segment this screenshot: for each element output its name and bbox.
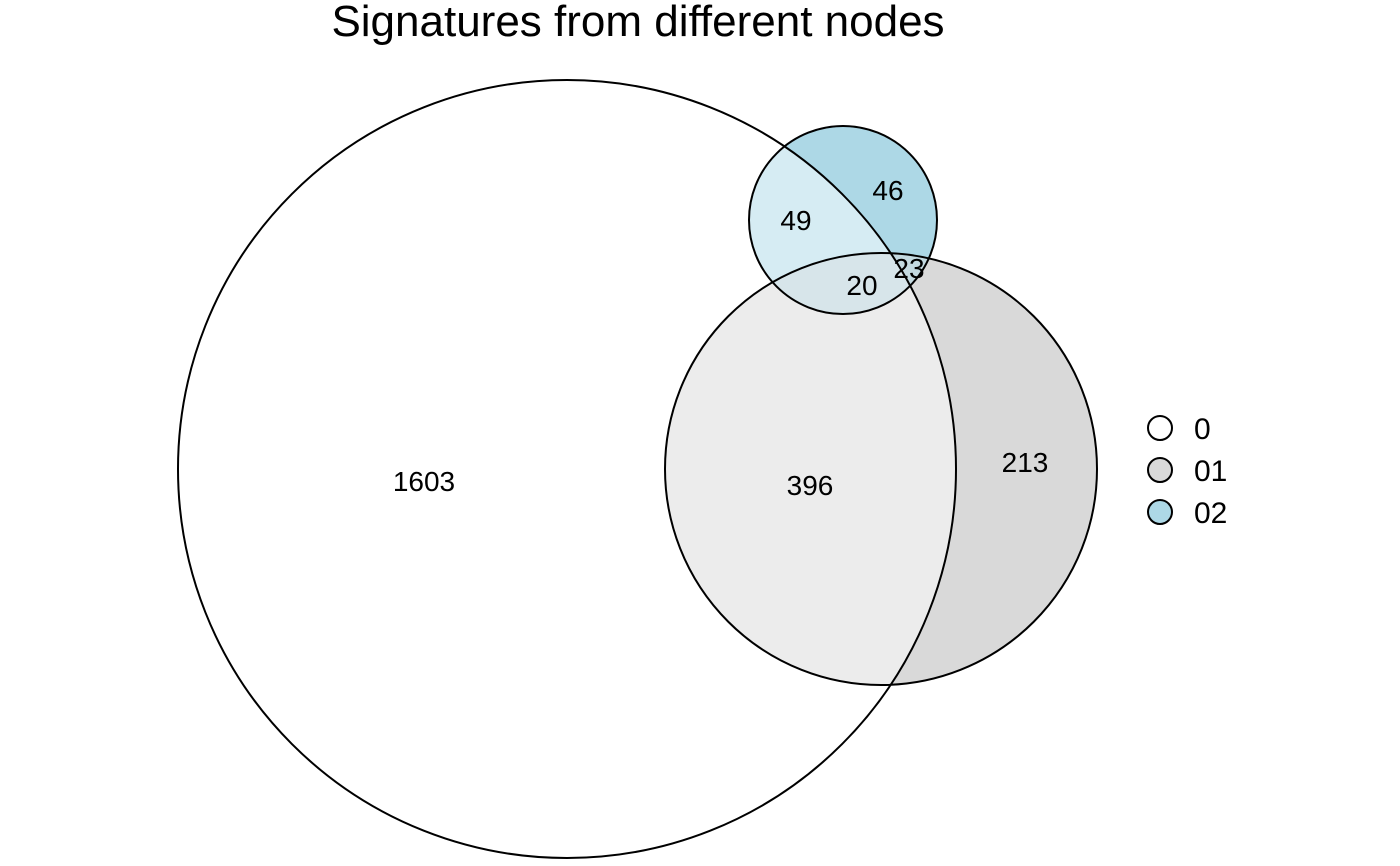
legend: 0 01 02: [1147, 413, 1227, 530]
overlap-0-01-fill: [665, 253, 956, 685]
set-01-outline: [664, 252, 1098, 686]
legend-label-02: 02: [1194, 497, 1227, 530]
legend-swatch-01: [1147, 457, 1173, 483]
legend-swatch-02: [1147, 499, 1173, 525]
region-0-01-02-label: 20: [846, 270, 877, 301]
region-01-02-label: 23: [893, 253, 924, 284]
legend-label-0: 0: [1194, 413, 1211, 446]
region-01-only-label: 213: [1002, 447, 1049, 478]
set-0-fill: [178, 80, 956, 858]
legend-label-01: 01: [1194, 455, 1227, 488]
legend-swatch-0: [1147, 415, 1173, 441]
region-02-only-label: 46: [872, 175, 903, 206]
region-0-only-label: 1603: [393, 466, 455, 497]
region-0-02-label: 49: [780, 205, 811, 236]
set-02-outline: [748, 125, 938, 315]
set-0-outline: [177, 79, 957, 859]
region-0-01-label: 396: [787, 470, 834, 501]
chart-title: Signatures from different nodes: [331, 0, 944, 46]
